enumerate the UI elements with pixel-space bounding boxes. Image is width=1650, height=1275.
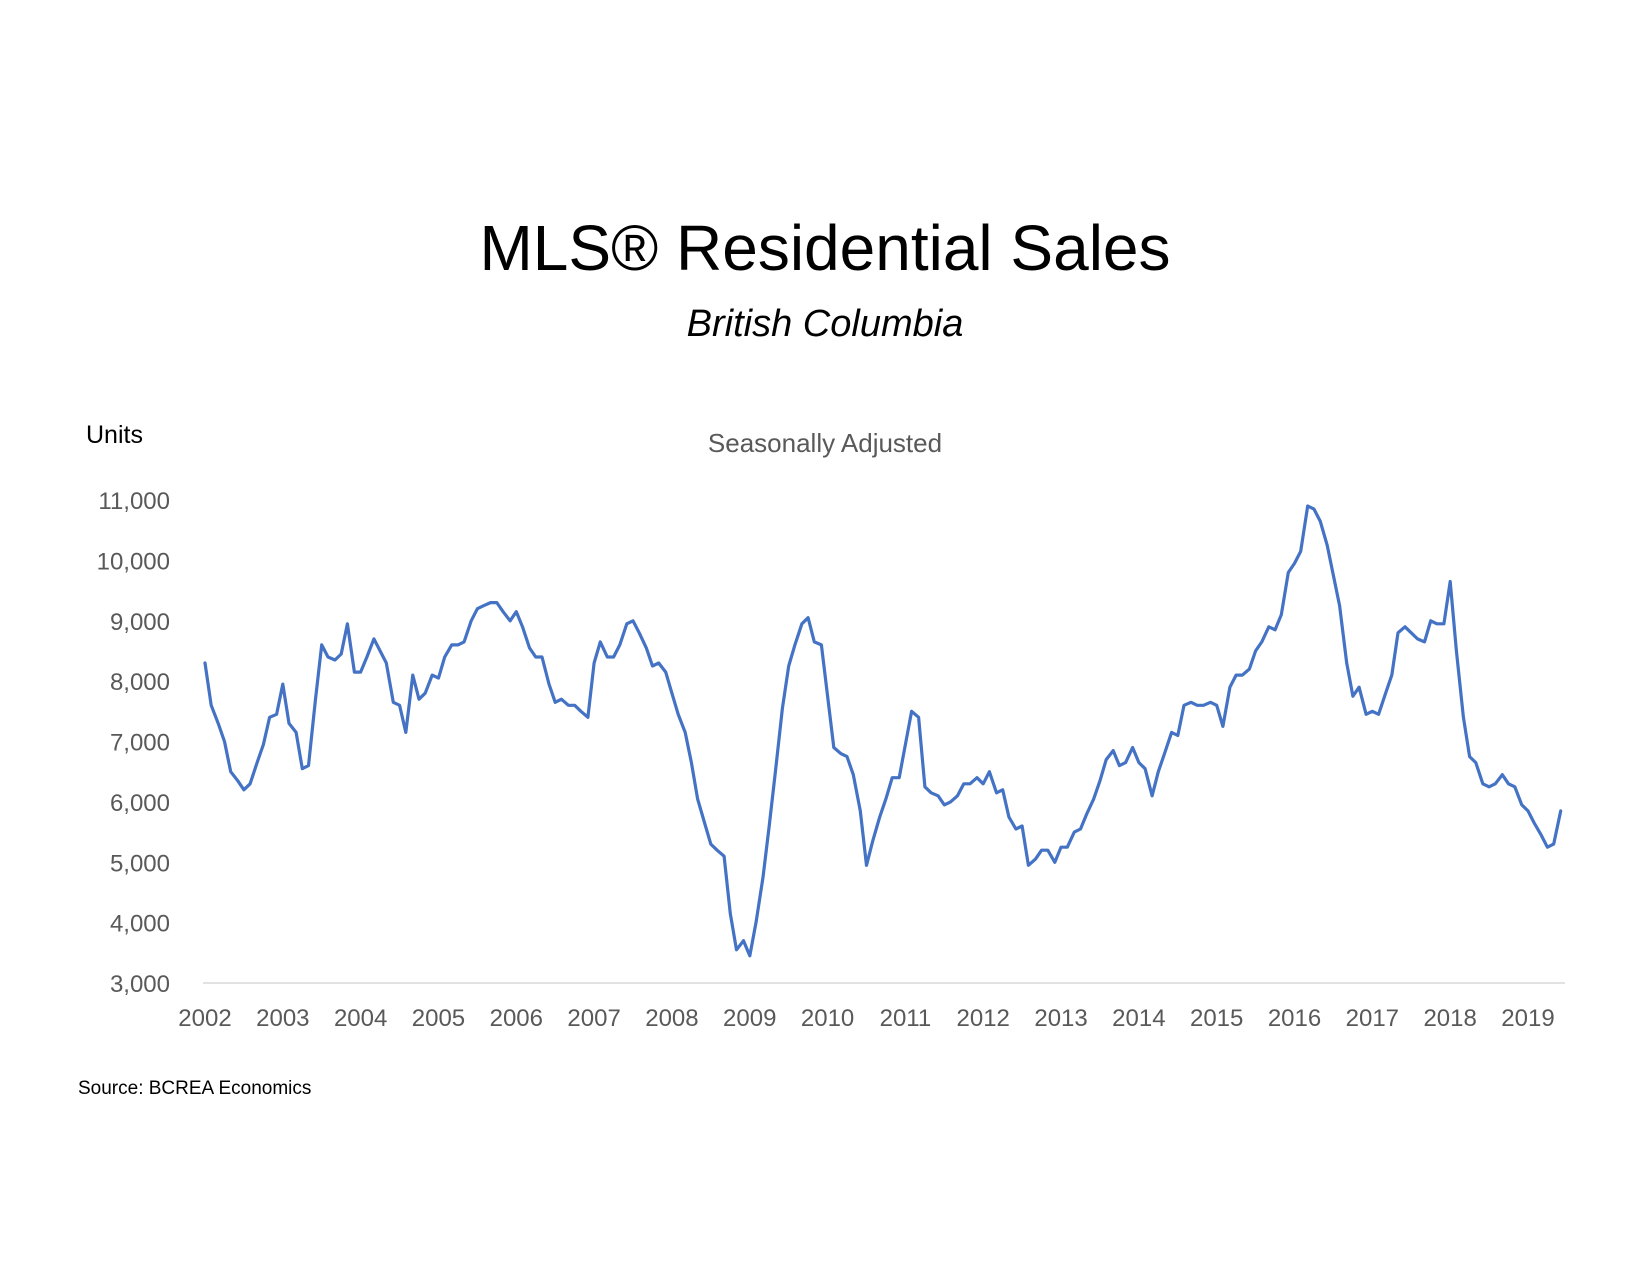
x-tick-label: 2009 <box>723 1005 776 1032</box>
x-tick-label: 2006 <box>490 1005 543 1032</box>
y-tick-label: 9,000 <box>110 609 170 636</box>
x-tick-label: 2008 <box>645 1005 698 1032</box>
y-tick-label: 11,000 <box>98 488 170 515</box>
chart-title: MLS® Residential Sales <box>479 212 1170 284</box>
series-line <box>203 504 1563 958</box>
y-tick-label: 3,000 <box>110 971 170 998</box>
source-note: Source: BCREA Economics <box>78 1078 311 1099</box>
x-axis-ticks: 2002 2003 2004 2005 2006 2007 2008 2009 2010 2011… <box>178 1005 1554 1032</box>
x-tick-label: 2019 <box>1501 1005 1554 1032</box>
x-tick-label: 2017 <box>1346 1005 1399 1032</box>
x-tick-label: 2005 <box>412 1005 465 1032</box>
x-tick-label: 2003 <box>256 1005 309 1032</box>
x-tick-label: 2015 <box>1190 1005 1243 1032</box>
x-tick-label: 2007 <box>567 1005 620 1032</box>
y-tick-label: 8,000 <box>110 669 170 696</box>
y-tick-label: 7,000 <box>110 730 170 757</box>
x-tick-label: 2016 <box>1268 1005 1321 1032</box>
y-tick-label: 6,000 <box>110 790 170 817</box>
x-tick-label: 2004 <box>334 1005 387 1032</box>
chart-note: Seasonally Adjusted <box>708 428 942 458</box>
x-tick-label: 2011 <box>880 1005 932 1032</box>
series-group <box>203 504 1563 958</box>
x-tick-label: 2018 <box>1423 1005 1476 1032</box>
y-tick-label: 10,000 <box>97 548 170 575</box>
x-tick-label: 2012 <box>957 1005 1010 1032</box>
y-tick-label: 4,000 <box>110 911 170 938</box>
x-tick-label: 2010 <box>801 1005 854 1032</box>
x-tick-label: 2013 <box>1034 1005 1087 1032</box>
y-tick-label: 5,000 <box>110 850 170 877</box>
y-axis-label: Units <box>86 421 143 449</box>
chart-subtitle: British Columbia <box>687 303 964 345</box>
x-tick-label: 2002 <box>178 1005 231 1032</box>
y-axis-ticks: 3,000 4,000 5,000 6,000 7,000 8,000 9,000 10,00… <box>97 488 170 998</box>
x-tick-label: 2014 <box>1112 1005 1165 1032</box>
